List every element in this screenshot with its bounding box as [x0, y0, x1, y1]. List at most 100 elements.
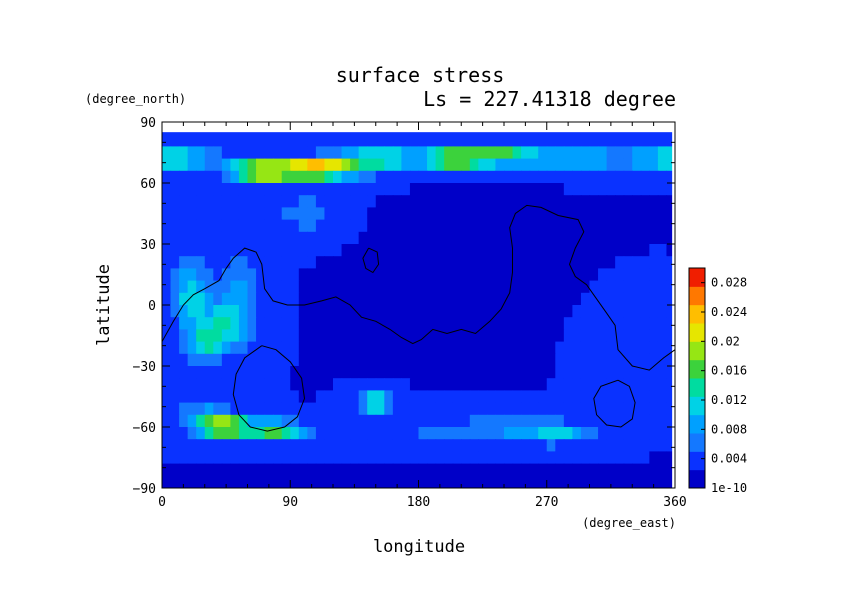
heatmap-cell: [204, 231, 214, 245]
heatmap-cell: [529, 146, 539, 160]
heatmap-cell: [256, 183, 266, 196]
heatmap-cell: [555, 207, 565, 221]
heatmap-cell: [384, 390, 394, 404]
heatmap-cell: [213, 170, 223, 184]
heatmap-cell: [375, 475, 385, 488]
heatmap-cell: [179, 341, 189, 355]
heatmap-cell: [221, 195, 231, 208]
heatmap-cell: [623, 219, 633, 233]
heatmap-cell: [281, 256, 291, 269]
heatmap-cell: [358, 292, 368, 306]
heatmap-cell: [555, 475, 565, 488]
heatmap-cell: [495, 451, 505, 465]
heatmap-cell: [469, 353, 479, 367]
heatmap-cell: [435, 402, 445, 416]
heatmap-cell: [221, 256, 231, 269]
heatmap-cell: [427, 378, 437, 391]
heatmap-cell: [230, 341, 240, 355]
heatmap-cell: [196, 341, 206, 355]
heatmap-cell: [572, 378, 582, 391]
heatmap-cell: [162, 170, 172, 184]
heatmap-cell: [333, 158, 343, 172]
heatmap-cell: [264, 353, 274, 367]
heatmap-cell: [230, 305, 240, 318]
heatmap-cell: [529, 378, 539, 391]
heatmap-cell: [307, 463, 317, 477]
heatmap-cell: [589, 256, 599, 269]
heatmap-cell: [392, 439, 402, 452]
heatmap-cell: [640, 341, 650, 355]
heatmap-cell: [247, 207, 257, 221]
heatmap-cell: [555, 146, 565, 160]
heatmap-cell: [290, 475, 300, 488]
heatmap-cell: [478, 353, 488, 367]
heatmap-cell: [256, 463, 266, 477]
heatmap-cell: [555, 256, 565, 269]
heatmap-cell: [529, 329, 539, 343]
heatmap-cell: [384, 183, 394, 196]
heatmap-cell: [589, 305, 599, 318]
heatmap-cell: [179, 195, 189, 208]
heatmap-cell: [350, 268, 360, 282]
heatmap-cell: [230, 146, 240, 160]
heatmap-cell: [221, 219, 231, 233]
heatmap-cell: [546, 219, 556, 233]
heatmap-cell: [555, 292, 565, 306]
heatmap-cell: [384, 451, 394, 465]
heatmap-cell: [315, 427, 326, 440]
heatmap-cell: [435, 280, 445, 294]
heatmap-cell: [486, 378, 497, 391]
heatmap-cell: [666, 366, 675, 379]
heatmap-cell: [555, 378, 565, 391]
heatmap-cell: [324, 268, 334, 282]
heatmap-cell: [529, 427, 539, 440]
heatmap-cell: [358, 317, 368, 330]
heatmap-cell: [213, 427, 223, 440]
heatmap-cell: [384, 353, 394, 367]
heatmap-cell: [640, 378, 650, 391]
heatmap-cell: [247, 170, 257, 184]
heatmap-cell: [358, 231, 368, 245]
heatmap-cell: [563, 305, 573, 318]
colorbar-segment: [689, 378, 705, 397]
heatmap-cell: [529, 280, 539, 294]
heatmap-cell: [204, 463, 214, 477]
heatmap-cell: [580, 292, 591, 306]
heatmap-cell: [333, 183, 343, 196]
heatmap-cell: [538, 292, 548, 306]
heatmap-cell: [461, 305, 471, 318]
heatmap-cell: [213, 402, 223, 416]
heatmap-cell: [350, 158, 360, 172]
heatmap-cell: [598, 475, 608, 488]
x-tick-label: 0: [158, 495, 166, 510]
heatmap-cell: [213, 463, 223, 477]
heatmap-cell: [392, 280, 402, 294]
heatmap-cell: [427, 451, 437, 465]
heatmap-cell: [640, 183, 650, 196]
heatmap-cell: [324, 195, 334, 208]
heatmap-cell: [238, 280, 249, 294]
heatmap-cell: [478, 183, 488, 196]
heatmap-cell: [657, 305, 668, 318]
heatmap-cell: [538, 207, 548, 221]
heatmap-cell: [162, 390, 172, 404]
heatmap-cell: [418, 353, 428, 367]
heatmap-cell: [409, 378, 420, 391]
heatmap-cell: [333, 463, 343, 477]
heatmap-cell: [375, 305, 385, 318]
heatmap-cell: [307, 244, 317, 257]
heatmap-cell: [204, 268, 214, 282]
heatmap-cell: [504, 280, 514, 294]
heatmap-cell: [615, 183, 625, 196]
heatmap-cell: [298, 244, 308, 257]
heatmap-cell: [290, 439, 300, 452]
heatmap-cell: [204, 183, 214, 196]
heatmap-cell: [495, 231, 505, 245]
heatmap-cell: [290, 341, 300, 355]
heatmap-cell: [606, 402, 616, 416]
heatmap-cell: [640, 244, 650, 257]
heatmap-cell: [315, 463, 326, 477]
heatmap-cell: [529, 353, 539, 367]
heatmap-cell: [409, 231, 420, 245]
heatmap-cell: [546, 305, 556, 318]
